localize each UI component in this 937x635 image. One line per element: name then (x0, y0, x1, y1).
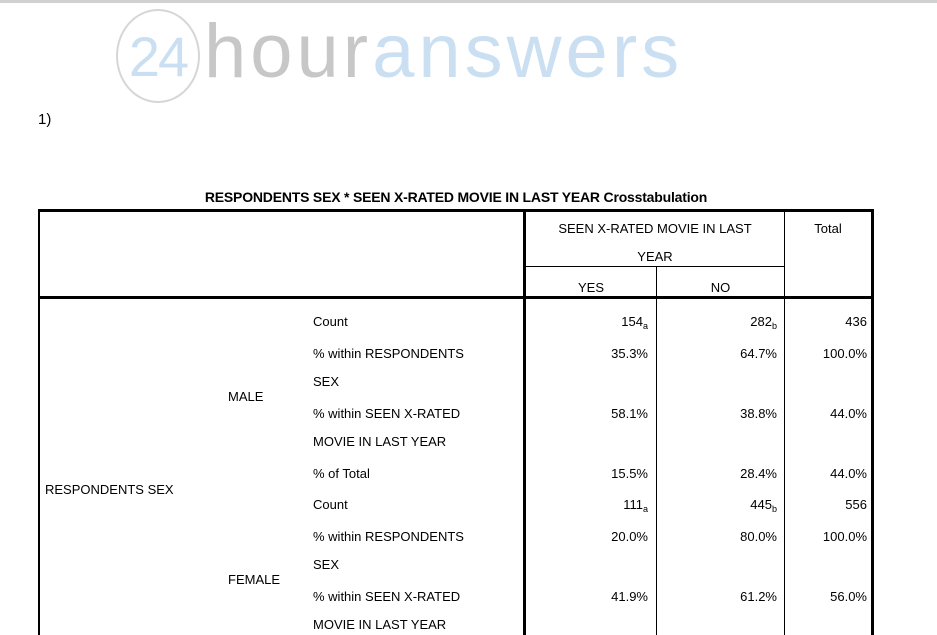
cell-male-pctsex-total: 100.0% (822, 346, 867, 361)
row-label: % within RESPONDENTS (313, 346, 464, 361)
cell-female-pctsex-total: 100.0% (822, 529, 867, 544)
row-label-line2: MOVIE IN LAST YEAR (313, 617, 447, 632)
stub-row-variable: RESPONDENTS SEX (45, 482, 174, 497)
cell-female-pctsex-yes: 20.0% (611, 529, 648, 544)
row-label: Count (313, 497, 348, 512)
cell-male-count-yes: 154a (528, 314, 648, 331)
cell-male-pcttotal-yes: 15.5% (611, 466, 648, 481)
cell-male-pcttotal-total: 44.0% (830, 466, 867, 481)
cell-male-pctmovie-total: 44.0% (830, 406, 867, 421)
item-number: 1) (38, 111, 52, 128)
logo-word-hour: hour (204, 9, 373, 94)
count-subscript: b (771, 504, 777, 514)
cell-male-pctsex-no: 64.7% (740, 346, 777, 361)
cell-female-pctmovie-no: 61.2% (740, 589, 777, 604)
cell-male-count-total: 436 (845, 314, 867, 329)
row-label: % within SEEN X-RATED (313, 406, 461, 421)
table-border-right (871, 209, 874, 635)
table-border-top (38, 209, 874, 212)
row-label-line2: SEX (313, 557, 340, 572)
cell-female-count-no: 445b (659, 497, 777, 514)
row-label-line2: MOVIE IN LAST YEAR (313, 434, 447, 449)
cell-male-pctmovie-yes: 58.1% (611, 406, 648, 421)
row-label: % within SEEN X-RATED (313, 589, 461, 604)
cell-female-pctmovie-yes: 41.9% (611, 589, 648, 604)
stub-male: MALE (228, 389, 264, 404)
header-col-yes: YES (577, 280, 604, 295)
header-col-no: NO (710, 280, 731, 295)
count-value: 445 (750, 497, 772, 512)
table-border-left (38, 209, 40, 635)
header-col-group-line2: YEAR (637, 249, 673, 264)
cell-female-count-yes: 111a (528, 497, 648, 514)
table-divider-stub (523, 209, 526, 635)
stub-female: FEMALE (228, 572, 281, 587)
count-subscript: a (642, 504, 648, 514)
count-value: 154 (621, 314, 643, 329)
row-label: % within RESPONDENTS (313, 529, 464, 544)
count-value: 282 (750, 314, 772, 329)
count-subscript: a (642, 321, 648, 331)
count-subscript: b (771, 321, 777, 331)
logo-24-circle: 24 (116, 9, 200, 103)
header-col-group-line1: SEEN X-RATED MOVIE IN LAST (558, 221, 752, 236)
cell-female-pctmovie-total: 56.0% (830, 589, 867, 604)
table-divider-yes-no (656, 267, 657, 635)
count-value: 111 (623, 497, 643, 512)
row-label-line2: SEX (313, 374, 340, 389)
cell-male-pcttotal-no: 28.4% (740, 466, 777, 481)
cell-female-count-total: 556 (845, 497, 867, 512)
header-col-total: Total (814, 221, 842, 236)
cell-female-pctsex-no: 80.0% (740, 529, 777, 544)
table-divider-no-total (784, 209, 785, 635)
top-divider-bar (0, 0, 937, 3)
cell-male-count-no: 282b (659, 314, 777, 331)
table-header-bottom-rule (38, 296, 874, 299)
row-label: Count (313, 314, 348, 329)
logo-wordmark: houranswers (204, 10, 683, 94)
logo-24-text: 24 (128, 24, 189, 88)
cell-male-pctmovie-no: 38.8% (740, 406, 777, 421)
logo-word-answers: answers (372, 9, 684, 94)
table-title: RESPONDENTS SEX * SEEN X-RATED MOVIE IN … (204, 189, 708, 205)
row-label: % of Total (313, 466, 370, 481)
table-subheader-rule (523, 266, 785, 267)
cell-male-pctsex-yes: 35.3% (611, 346, 648, 361)
